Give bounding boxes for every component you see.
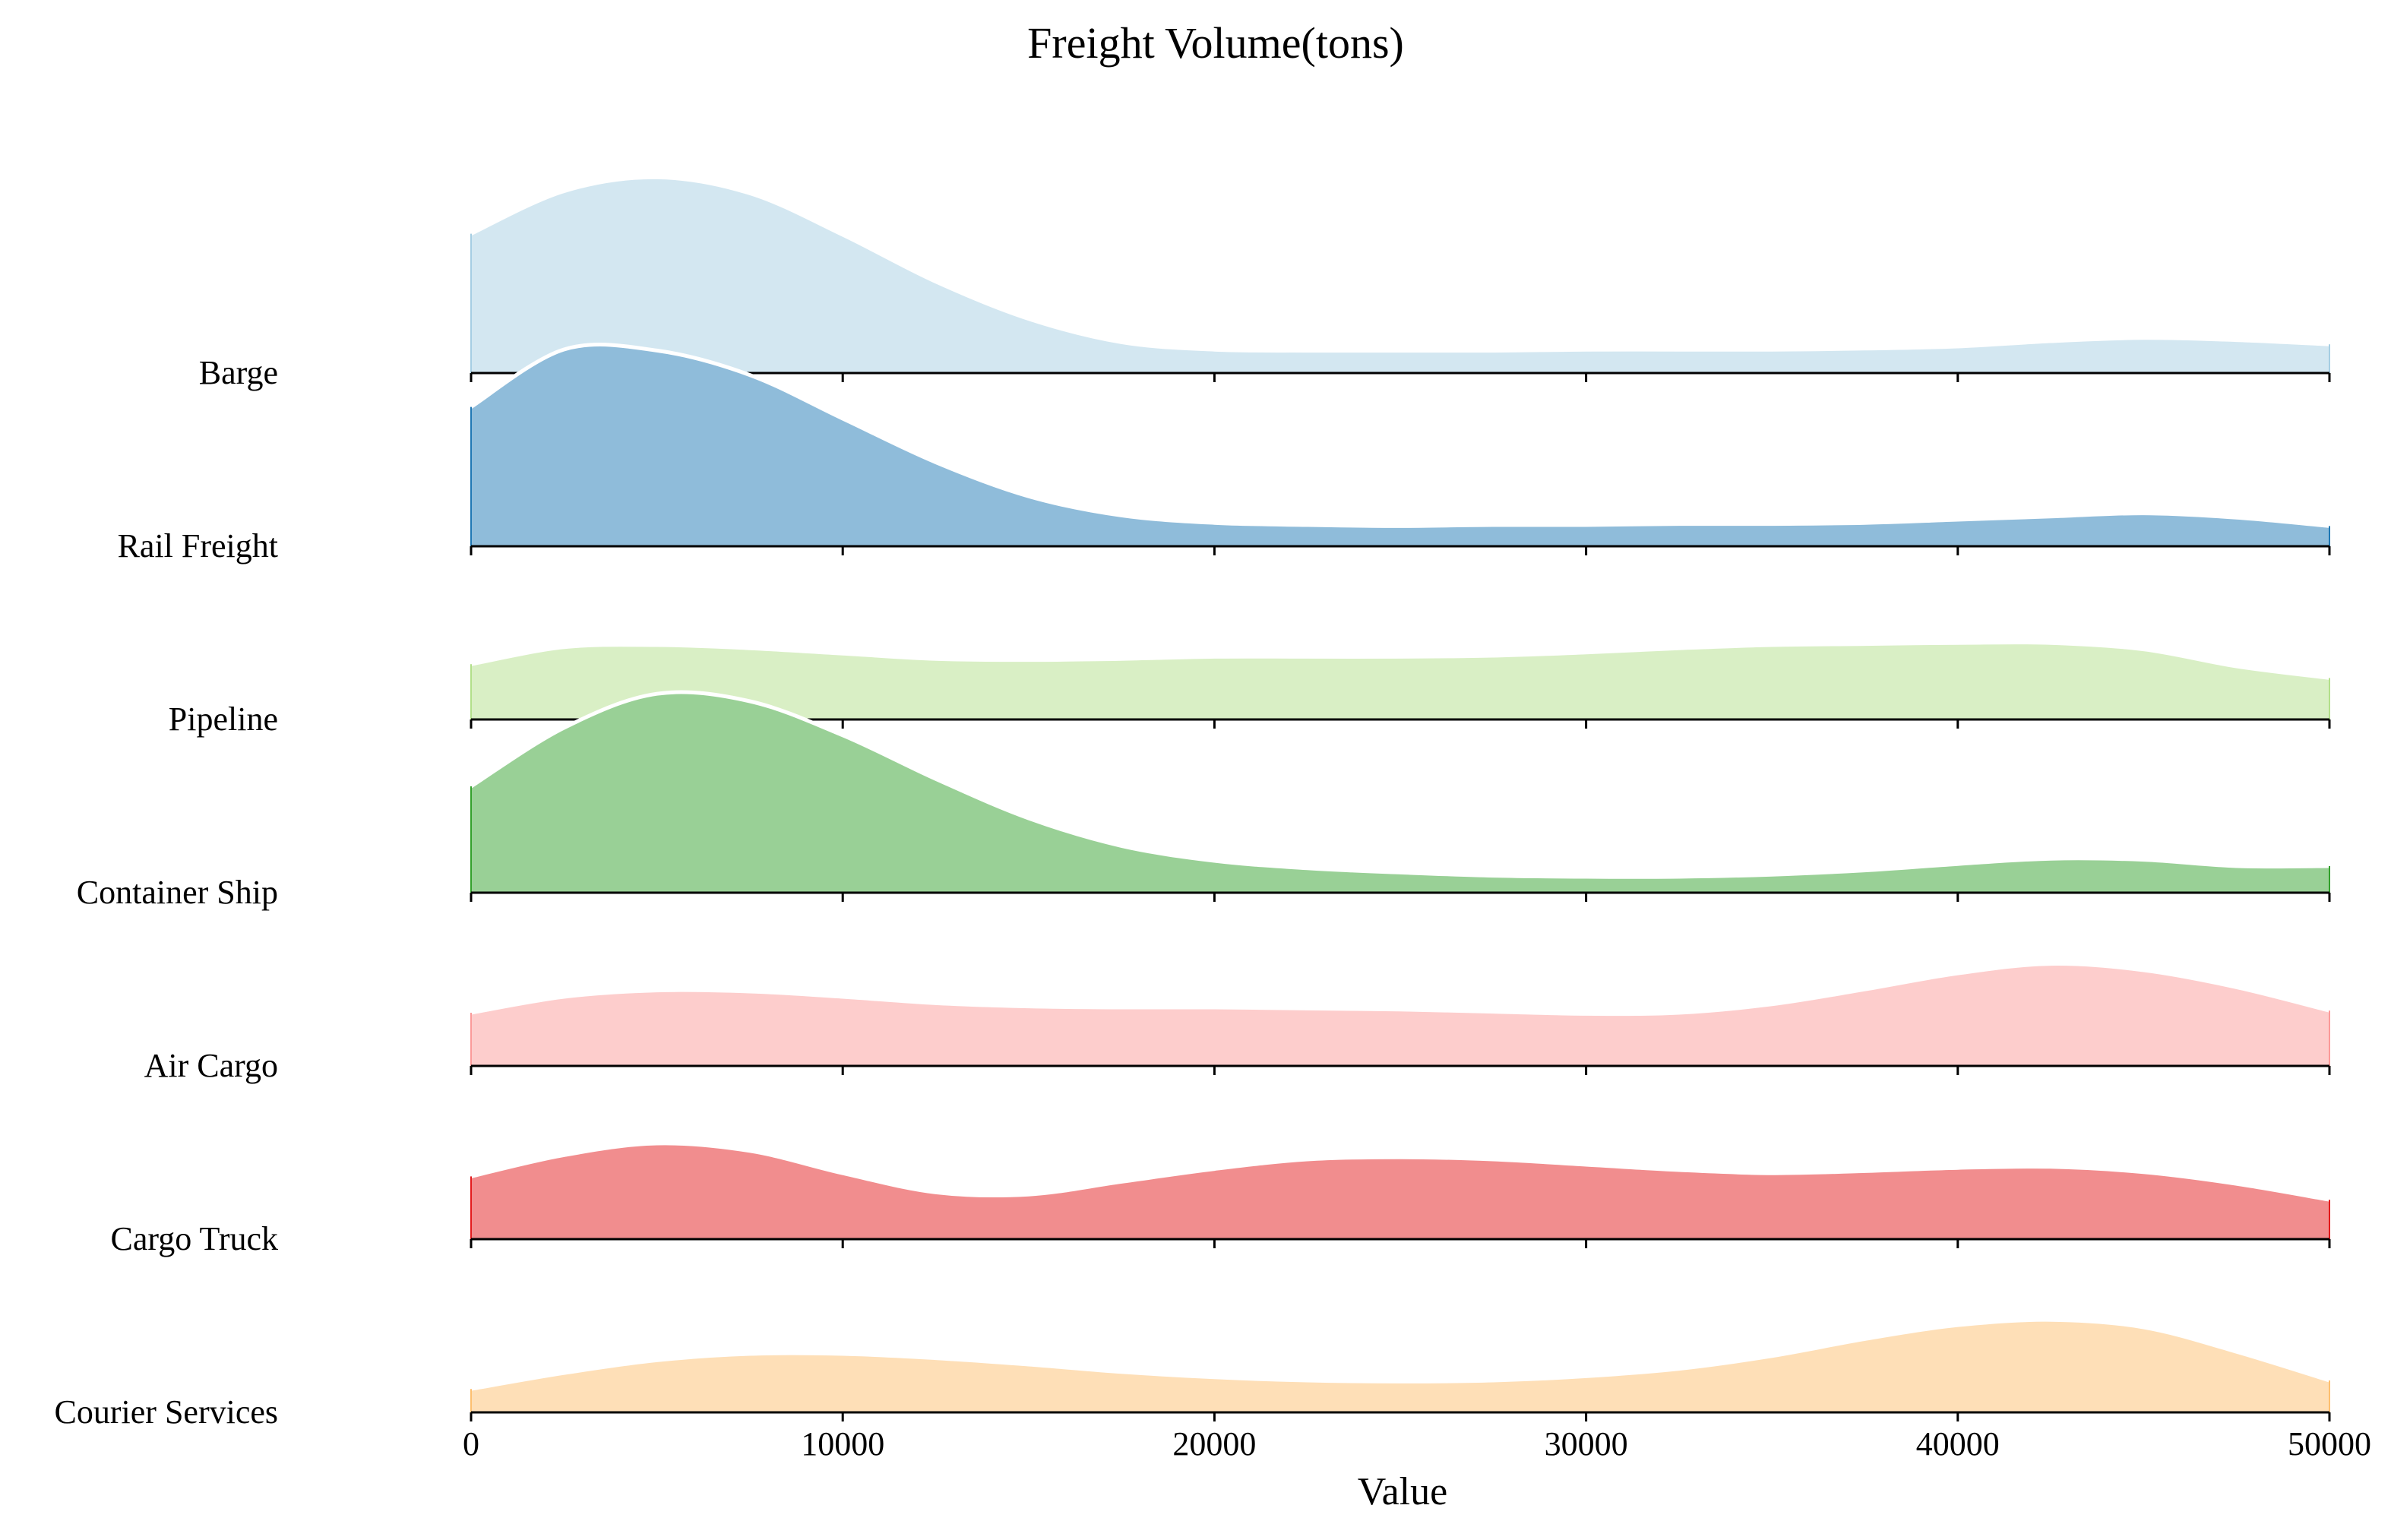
chart-title: Freight Volume(tons) bbox=[1027, 18, 1404, 68]
ridge-area-container-ship bbox=[471, 691, 2329, 893]
ridge-outline-barge bbox=[470, 175, 2330, 353]
ridge-area-barge bbox=[471, 177, 2329, 374]
ridge-pipeline: Pipeline bbox=[169, 640, 2331, 738]
ridge-outline-courier-services bbox=[470, 1317, 2330, 1391]
ridge-rail-freight: Rail Freight bbox=[118, 343, 2331, 564]
ridge-outline-rail-freight bbox=[470, 343, 2330, 528]
ridge-outline-cargo-truck bbox=[470, 1141, 2330, 1202]
ridge-area-air-cargo bbox=[471, 963, 2329, 1066]
ridge-outline-air-cargo bbox=[470, 962, 2330, 1017]
x-axis-label: Value bbox=[1358, 1470, 1447, 1513]
ridge-courier-services: Courier Services bbox=[55, 1317, 2331, 1431]
series-label-courier-services: Courier Services bbox=[55, 1393, 278, 1431]
series-label-cargo-truck: Cargo Truck bbox=[111, 1220, 278, 1257]
ridge-cargo-truck: Cargo Truck bbox=[111, 1141, 2331, 1257]
ridge-outline-pipeline bbox=[470, 640, 2330, 680]
x-axis-ticks: 0 10000 20000 30000 40000 50000 bbox=[463, 1425, 2371, 1463]
ridges: Barge Rail Freight Pipeline Container Ship A… bbox=[55, 175, 2331, 1431]
series-label-rail-freight: Rail Freight bbox=[118, 527, 278, 564]
series-label-barge: Barge bbox=[199, 354, 278, 391]
x-tick-label: 0 bbox=[463, 1425, 479, 1463]
ridge-air-cargo: Air Cargo bbox=[144, 962, 2331, 1084]
ridge-area-pipeline bbox=[471, 642, 2329, 719]
series-label-pipeline: Pipeline bbox=[169, 700, 278, 738]
ridge-outline-container-ship bbox=[470, 690, 2330, 879]
x-tick-label: 10000 bbox=[801, 1425, 884, 1463]
x-tick-label: 40000 bbox=[1916, 1425, 2000, 1463]
ridge-container-ship: Container Ship bbox=[77, 690, 2331, 911]
series-label-air-cargo: Air Cargo bbox=[144, 1047, 278, 1084]
ridge-area-rail-freight bbox=[471, 344, 2329, 546]
series-label-container-ship: Container Ship bbox=[77, 874, 278, 911]
ridge-area-cargo-truck bbox=[471, 1143, 2329, 1239]
x-tick-label: 50000 bbox=[2288, 1425, 2371, 1463]
ridge-barge: Barge bbox=[199, 175, 2331, 391]
x-tick-label: 20000 bbox=[1172, 1425, 1256, 1463]
x-tick-label: 30000 bbox=[1545, 1425, 1628, 1463]
ridge-area-courier-services bbox=[471, 1320, 2329, 1412]
